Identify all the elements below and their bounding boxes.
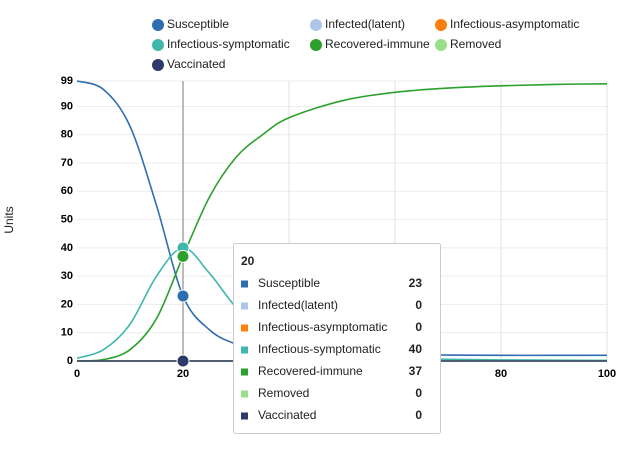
- tooltip-title: 20: [241, 254, 255, 268]
- tooltip-swatch: [241, 390, 248, 398]
- tooltip-swatch: [241, 302, 248, 310]
- tooltip-value: 40: [409, 342, 423, 356]
- tooltip-value: 0: [415, 408, 422, 422]
- legend-label[interactable]: Recovered-immune: [325, 37, 430, 51]
- legend-label[interactable]: Susceptible: [167, 17, 229, 31]
- tooltip-label: Vaccinated: [258, 408, 316, 422]
- y-tick-label: 30: [61, 270, 73, 282]
- legend-marker: [152, 59, 164, 71]
- legend-label[interactable]: Vaccinated: [167, 57, 225, 71]
- legend-marker: [435, 39, 447, 51]
- y-tick-label: 60: [61, 185, 73, 197]
- tooltip-swatch: [241, 324, 248, 332]
- y-tick-label: 70: [61, 157, 73, 169]
- legend-marker: [310, 39, 322, 51]
- legend-marker: [310, 19, 322, 31]
- y-tick-label: 0: [67, 355, 73, 367]
- legend-marker: [152, 39, 164, 51]
- tooltip-value: 23: [409, 276, 423, 290]
- tooltip-label: Infected(latent): [258, 298, 338, 312]
- tooltip-swatch: [241, 412, 248, 420]
- x-tick-label: 20: [177, 368, 189, 380]
- legend-label[interactable]: Removed: [450, 37, 501, 51]
- tooltip-label: Infectious-symptomatic: [258, 342, 381, 356]
- tooltip-label: Recovered-immune: [258, 364, 363, 378]
- hover-point: [176, 354, 190, 368]
- tooltip-value: 0: [415, 320, 422, 334]
- y-tick-label: 99: [61, 75, 73, 87]
- tooltip-label: Susceptible: [258, 276, 320, 290]
- x-tick-label: 100: [598, 368, 616, 380]
- tooltip-swatch: [241, 280, 248, 288]
- legend-marker: [152, 19, 164, 31]
- series-line: [76, 83, 608, 362]
- legend-label[interactable]: Infectious-symptomatic: [167, 37, 290, 51]
- tooltip-swatch: [241, 368, 248, 376]
- y-tick-label: 50: [61, 213, 73, 225]
- tooltip-value: 0: [415, 386, 422, 400]
- tooltip-value: 0: [415, 298, 422, 312]
- y-tick-label: 40: [61, 242, 73, 254]
- legend-label[interactable]: Infected(latent): [325, 17, 405, 31]
- y-axis-label: Units: [2, 206, 16, 233]
- tooltip-value: 37: [409, 364, 423, 378]
- tooltip-label: Infectious-asymptomatic: [258, 320, 387, 334]
- x-tick-label: 80: [495, 368, 507, 380]
- x-tick-label: 0: [74, 368, 80, 380]
- legend-marker: [435, 19, 447, 31]
- tooltip-swatch: [241, 346, 248, 354]
- y-tick-label: 10: [61, 327, 73, 339]
- hover-point: [176, 289, 190, 303]
- tooltip: [233, 243, 441, 434]
- y-tick-label: 20: [61, 298, 73, 310]
- y-tick-label: 90: [61, 100, 73, 112]
- y-tick-label: 80: [61, 129, 73, 141]
- legend-label[interactable]: Infectious-asymptomatic: [450, 17, 579, 31]
- tooltip-label: Removed: [258, 386, 309, 400]
- hover-point: [176, 249, 190, 263]
